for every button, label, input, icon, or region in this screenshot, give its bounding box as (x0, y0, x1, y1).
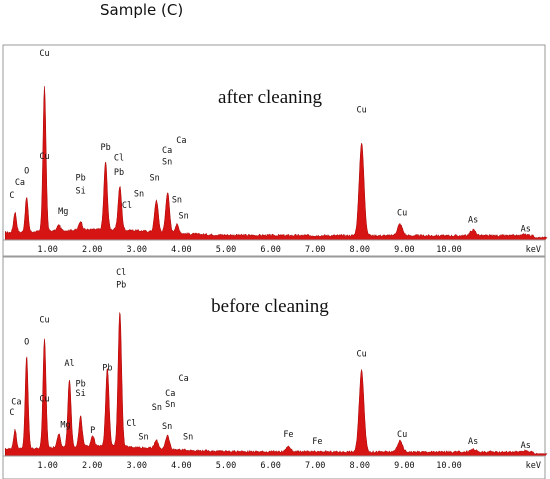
x-tick-label: 8.00 (350, 245, 370, 255)
x-axis-unit: keV (526, 461, 541, 471)
x-tick-label: 4.00 (171, 461, 191, 471)
peak-label: As (521, 441, 531, 451)
x-tick-label: 7.00 (305, 245, 325, 255)
peak-label: Pb (102, 363, 112, 373)
x-axis-unit: keV (526, 245, 541, 255)
peak-label: Mg (58, 207, 68, 217)
peak-label: Sn (165, 400, 175, 410)
page-title: Sample (C) (100, 1, 184, 19)
peak-label: Cl (126, 419, 136, 429)
peak-label: Sn (179, 211, 189, 221)
x-tick-label: 9.00 (394, 245, 414, 255)
x-tick-label: 10.00 (436, 245, 462, 255)
peak-label: Pb (75, 380, 85, 390)
panel-frame (2, 44, 546, 258)
peak-label: Si (75, 187, 85, 197)
peak-label: Ca (176, 136, 186, 146)
x-tick-label: 1.00 (37, 245, 57, 255)
peak-label: Cl (116, 268, 126, 278)
peak-label: Mg (60, 420, 70, 430)
peak-label: Cu (39, 49, 49, 59)
x-tick-label: 8.00 (350, 461, 370, 471)
peak-label: Sn (138, 433, 148, 443)
peak-label: C (9, 191, 14, 201)
peak-label: Ca (179, 374, 189, 384)
peak-label: Cu (39, 152, 49, 162)
spectrum-trace (4, 86, 548, 241)
x-tick-label: 6.00 (260, 461, 280, 471)
peak-label: Cu (397, 208, 407, 218)
spectrum-trace (4, 312, 548, 457)
peak-label: Pb (75, 174, 85, 184)
peak-label: Ca (165, 389, 175, 399)
peak-label: Cu (39, 316, 49, 326)
x-tick-label: 7.00 (305, 461, 325, 471)
spectrum-panel: after cleaning 1.00 2.00 3.00 4.00 5.00 6.00 7.… (2, 44, 548, 258)
x-tick-label: 6.00 (260, 245, 280, 255)
x-tick-label: 10.00 (436, 461, 462, 471)
peak-label: Cu (397, 430, 407, 440)
peak-label: As (468, 216, 478, 226)
peak-label: As (468, 437, 478, 447)
x-tick-label: 4.00 (171, 245, 191, 255)
panel-frame (2, 255, 546, 479)
peak-label: Cu (356, 350, 366, 360)
spectrum-panel: before cleaning 1.00 2.00 3.00 4.00 5.00 6.00 7… (2, 255, 548, 479)
peak-label: Sn (150, 174, 160, 184)
peak-label: P (90, 426, 95, 436)
x-tick-label: 2.00 (82, 245, 102, 255)
peak-label: Sn (162, 422, 172, 432)
peak-label: Cl (114, 153, 124, 163)
peak-label: Ca (15, 178, 25, 188)
peak-label: Fe (312, 437, 322, 447)
peak-label: Sn (183, 433, 193, 443)
peak-label: Sn (162, 158, 172, 168)
peak-label: As (521, 224, 531, 234)
peak-label: Pb (100, 143, 110, 153)
peak-label: Pb (116, 280, 126, 290)
peak-label: Cu (39, 395, 49, 405)
x-tick-label: 3.00 (127, 245, 147, 255)
peak-label: Cu (356, 105, 366, 115)
peak-label: C (9, 408, 14, 418)
peak-label: Ca (11, 397, 21, 407)
peak-label: Ca (162, 146, 172, 156)
peak-label: Sn (172, 195, 182, 205)
x-tick-label: 5.00 (216, 461, 236, 471)
peak-label: Sn (152, 403, 162, 413)
panel-title: before cleaning (211, 296, 329, 317)
peak-label: Fe (283, 430, 293, 440)
x-tick-label: 1.00 (37, 461, 57, 471)
peak-label: Cl (122, 201, 132, 211)
peak-label: Al (64, 359, 74, 369)
peak-label: O (24, 337, 29, 347)
peak-label: Sn (134, 190, 144, 200)
panel-title: after cleaning (218, 87, 322, 108)
x-tick-label: 2.00 (82, 461, 102, 471)
peak-label: O (24, 166, 29, 176)
x-tick-label: 3.00 (127, 461, 147, 471)
x-tick-label: 5.00 (216, 245, 236, 255)
peak-label: Pb (114, 168, 124, 178)
peak-label: Si (75, 389, 85, 399)
x-tick-label: 9.00 (394, 461, 414, 471)
